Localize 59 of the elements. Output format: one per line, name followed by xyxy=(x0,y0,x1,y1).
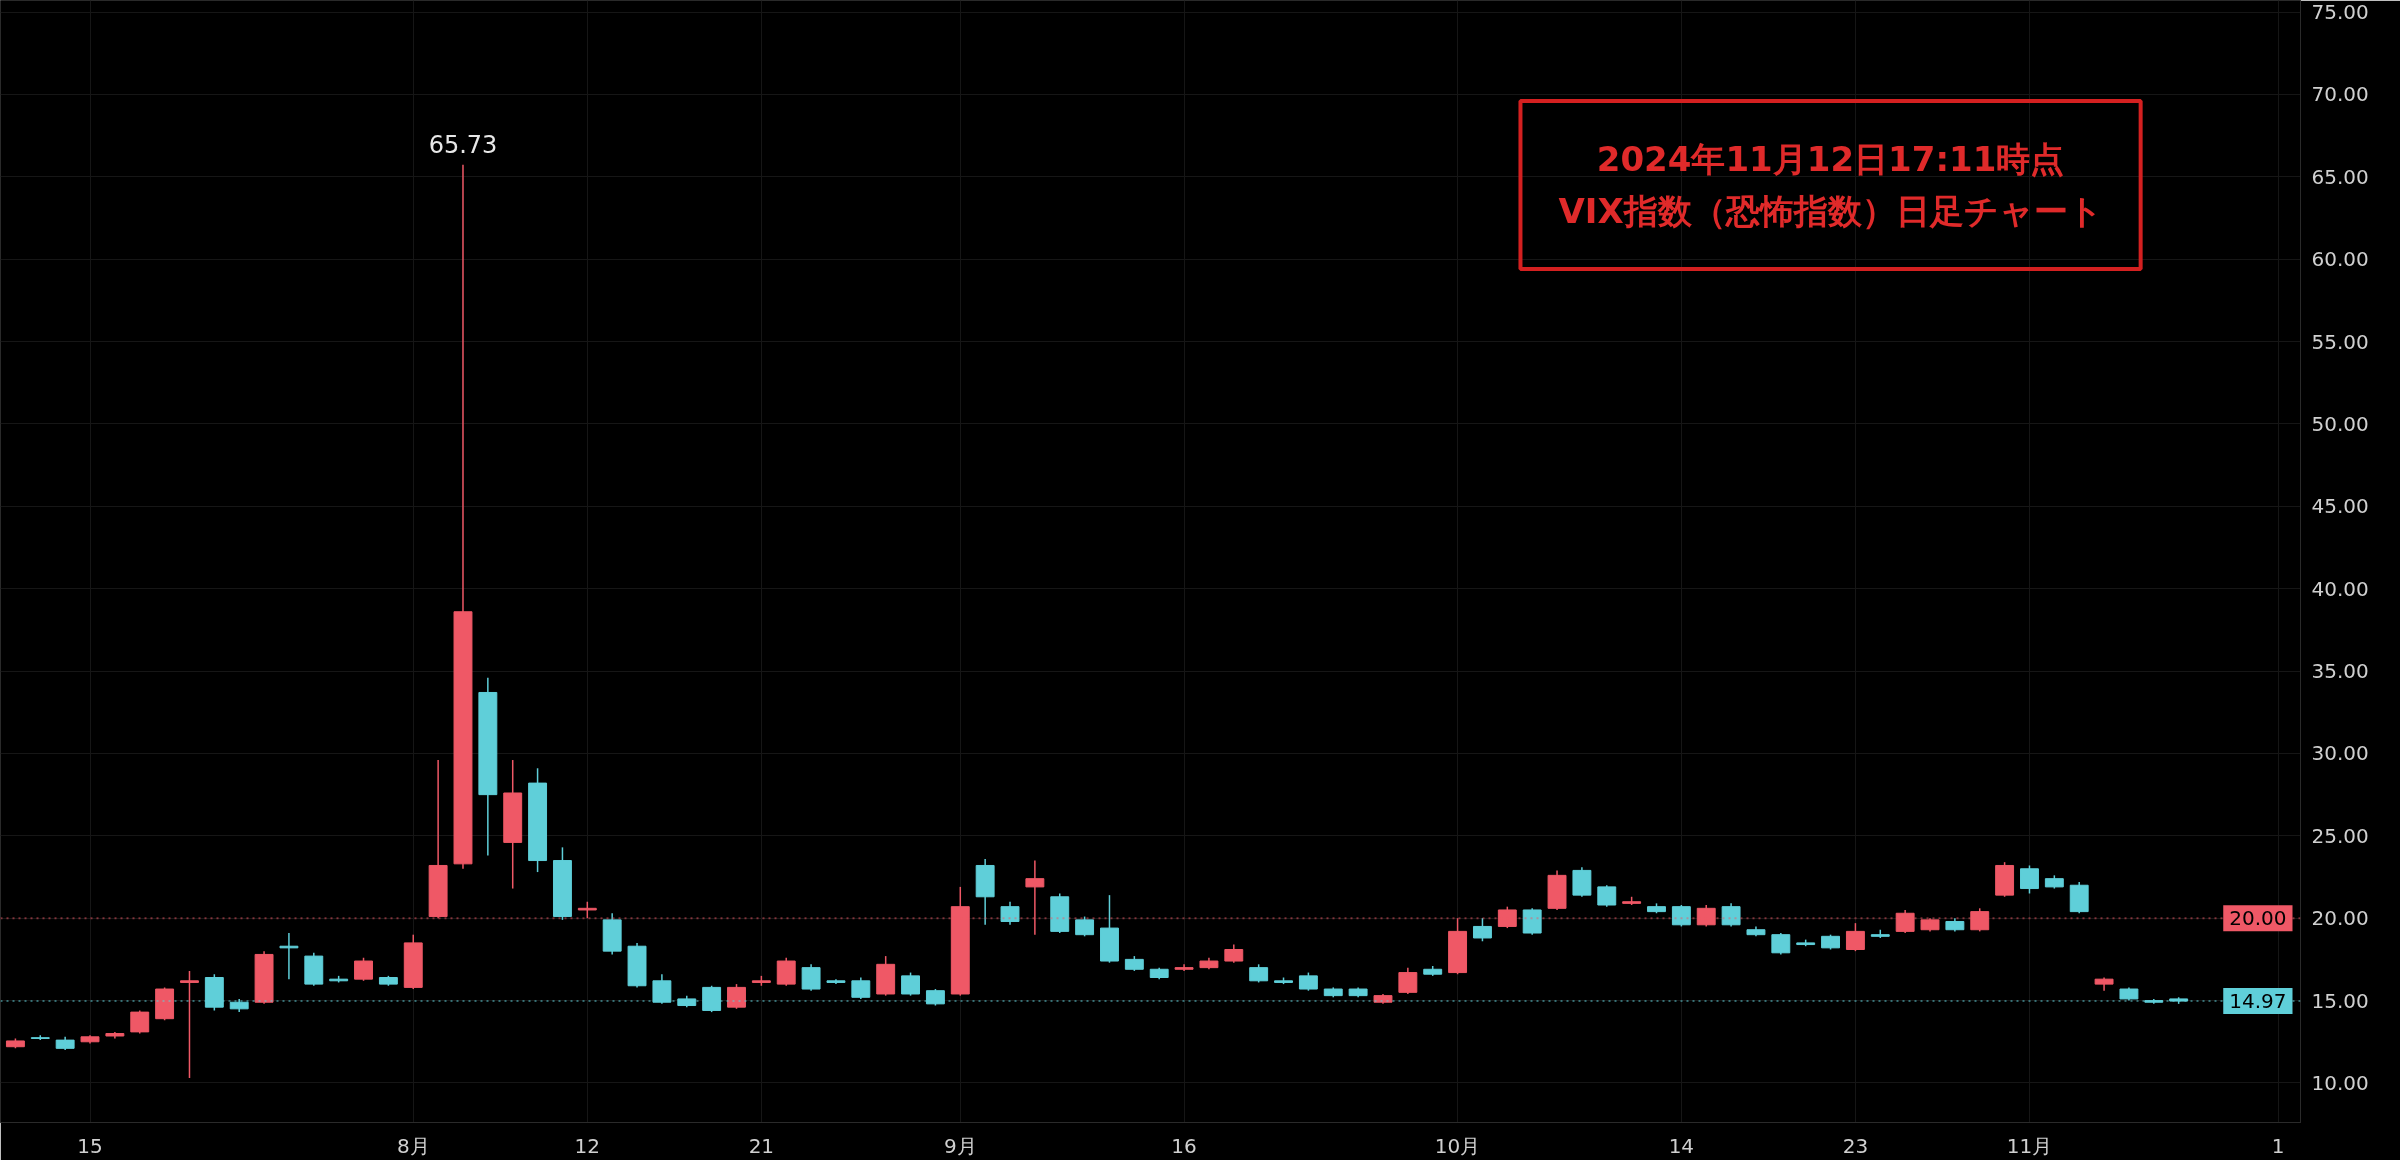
candlestick xyxy=(776,956,796,987)
candlestick xyxy=(702,985,722,1013)
candlestick xyxy=(1398,966,1418,995)
annotation: 65.73 xyxy=(428,130,498,159)
candlestick xyxy=(1497,905,1517,929)
y-tick-label: 55.00 xyxy=(2311,329,2369,354)
x-tick-label: 16 xyxy=(1171,1133,1197,1158)
ref-line-label: 14.97 xyxy=(2229,989,2287,1014)
x-tick-label: 1 xyxy=(2271,1133,2285,1158)
candlestick xyxy=(279,932,299,980)
candlestick xyxy=(1522,907,1542,936)
y-tick-label: 25.00 xyxy=(2311,823,2369,848)
candlestick xyxy=(1025,859,1045,936)
y-tick-label: 15.00 xyxy=(2311,988,2369,1013)
x-tick-label: 15 xyxy=(77,1133,103,1158)
y-tick-label: 10.00 xyxy=(2311,1070,2369,1095)
candlestick xyxy=(1721,902,1741,928)
candlestick xyxy=(801,963,821,992)
candlestick xyxy=(901,971,921,997)
y-tick-label: 50.00 xyxy=(2311,411,2369,436)
x-tick-label: 21 xyxy=(748,1133,775,1158)
y-tick-label: 40.00 xyxy=(2311,576,2369,601)
y-tick-label: 20.00 xyxy=(2311,906,2369,931)
y-tick-label: 30.00 xyxy=(2311,741,2369,766)
y-tick-label: 35.00 xyxy=(2311,659,2369,684)
candlestick xyxy=(354,956,373,982)
y-tick-label: 65.00 xyxy=(2311,164,2369,189)
candlestick xyxy=(180,970,199,1079)
candlestick xyxy=(1597,884,1617,908)
candlestick xyxy=(1472,917,1492,943)
ref-line-label: 20.00 xyxy=(2229,906,2287,931)
candlestick xyxy=(1075,915,1095,938)
y-tick-label: 60.00 xyxy=(2311,247,2369,272)
candlestick xyxy=(1845,922,1865,952)
candlestick xyxy=(1249,963,1269,984)
candlestick xyxy=(652,973,672,1005)
x-tick-label: 9月 xyxy=(943,1133,977,1158)
x-tick-label: 12 xyxy=(574,1133,601,1158)
candlestick xyxy=(1970,907,1990,933)
candlestick xyxy=(1000,900,1020,926)
candlestick xyxy=(1771,932,1791,956)
candlestick xyxy=(1895,909,1915,934)
candlestick xyxy=(1298,971,1318,992)
candlestick xyxy=(1696,904,1716,928)
x-tick-label: 8月 xyxy=(396,1133,430,1158)
candlestick xyxy=(727,983,746,1010)
y-tick-label: 75.00 xyxy=(2311,0,2369,25)
candlestick xyxy=(130,1009,150,1035)
x-tick-label: 11月 xyxy=(2006,1133,2053,1158)
candlestick xyxy=(2020,864,2039,895)
y-tick-label: 70.00 xyxy=(2311,82,2369,107)
y-tick-label: 45.00 xyxy=(2311,494,2369,519)
candlestick xyxy=(1671,904,1691,928)
x-tick-label: 10月 xyxy=(1434,1133,1481,1158)
x-tick-label: 14 xyxy=(1668,1133,1695,1158)
x-tick-label: 23 xyxy=(1842,1133,1869,1158)
candlestick xyxy=(851,976,871,1000)
candlestick xyxy=(1224,943,1244,964)
annotation: 2024年11月12日17:11時点 VIX指数（恐怖指数）日足チャート xyxy=(1558,139,2103,232)
